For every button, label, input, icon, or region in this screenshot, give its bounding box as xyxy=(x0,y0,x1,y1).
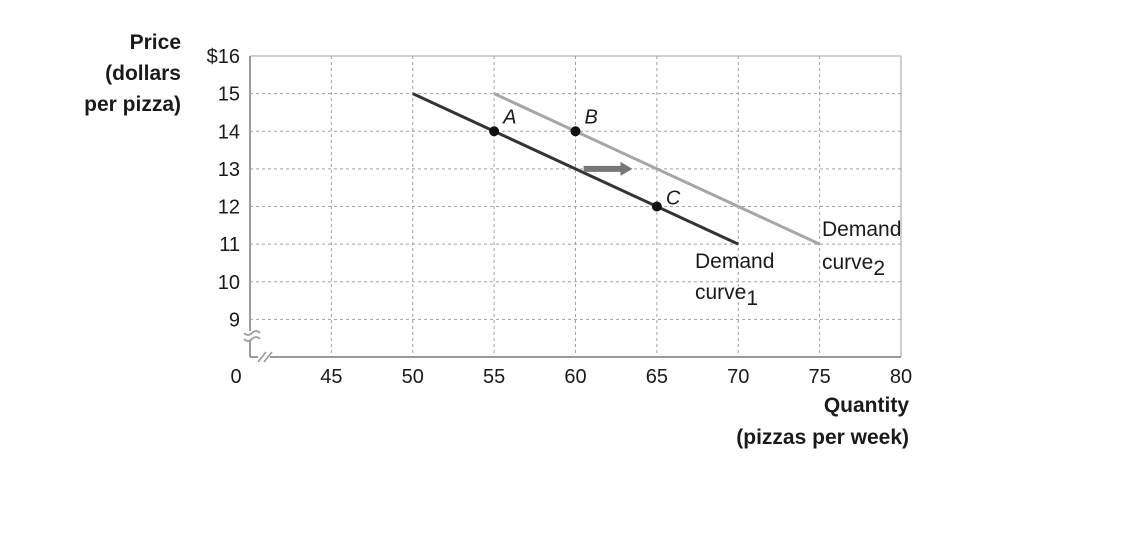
x-tick-label: 45 xyxy=(320,366,342,388)
demand-curve-1-label-word: curve xyxy=(695,281,746,304)
x-axis-break-mark xyxy=(263,351,273,363)
y-axis-break-mark xyxy=(243,336,261,342)
point-b-marker xyxy=(570,126,581,137)
point-c-label: C xyxy=(666,188,681,210)
y-tick-label: 12 xyxy=(218,197,240,219)
shift-arrow-shaft xyxy=(583,165,623,172)
x-axis-title: (pizzas per week) xyxy=(736,426,909,449)
y-tick-label: 10 xyxy=(218,272,240,294)
demand-curve-1-line xyxy=(412,92,739,246)
point-b-label: B xyxy=(585,106,598,128)
x-axis-title: Quantity xyxy=(824,394,909,417)
x-tick-label: 70 xyxy=(727,366,749,388)
x-axis-break-mark xyxy=(257,351,267,363)
x-origin-label: 0 xyxy=(230,366,241,388)
series-lines xyxy=(412,92,821,246)
demand-curve-2-label-subscript: 2 xyxy=(873,257,885,280)
y-tick-label: 13 xyxy=(218,159,240,181)
y-tick-label: 9 xyxy=(229,309,240,331)
y-tick-label: 11 xyxy=(219,234,240,256)
demand-curve-1-label: curve1 xyxy=(695,281,758,310)
y-tick-label: $16 xyxy=(207,46,240,68)
demand-curve-2-label: curve2 xyxy=(822,251,885,280)
x-tick-label: 55 xyxy=(483,366,505,388)
demand-curve-2-line xyxy=(493,92,821,246)
data-points xyxy=(489,126,662,212)
y-axis-title: Price xyxy=(130,31,181,54)
x-tick-label: 50 xyxy=(402,366,424,388)
y-tick-label: 14 xyxy=(218,121,240,143)
y-axis-title: per pizza) xyxy=(84,93,181,116)
shift-arrow-head xyxy=(620,161,633,176)
axes xyxy=(243,56,901,363)
demand-curve-2-label-main: Demand xyxy=(822,218,901,241)
x-tick-label: 65 xyxy=(646,366,668,388)
y-axis-title: (dollars xyxy=(105,62,181,85)
grid-lines xyxy=(250,55,902,357)
x-tick-label: 60 xyxy=(564,366,586,388)
demand-curve-1-label-main: Demand xyxy=(695,250,774,273)
y-tick-label: 15 xyxy=(218,84,240,106)
point-a-marker xyxy=(489,126,500,137)
y-axis-break-mark xyxy=(243,330,261,336)
point-a-label: A xyxy=(502,106,516,128)
demand-curve-2-label-word: curve xyxy=(822,251,873,274)
x-tick-label: 80 xyxy=(890,366,912,388)
shift-arrow xyxy=(583,161,633,176)
x-tick-label: 75 xyxy=(809,366,831,388)
demand-curve-1-label-subscript: 1 xyxy=(746,287,758,310)
point-c-marker xyxy=(651,201,662,212)
